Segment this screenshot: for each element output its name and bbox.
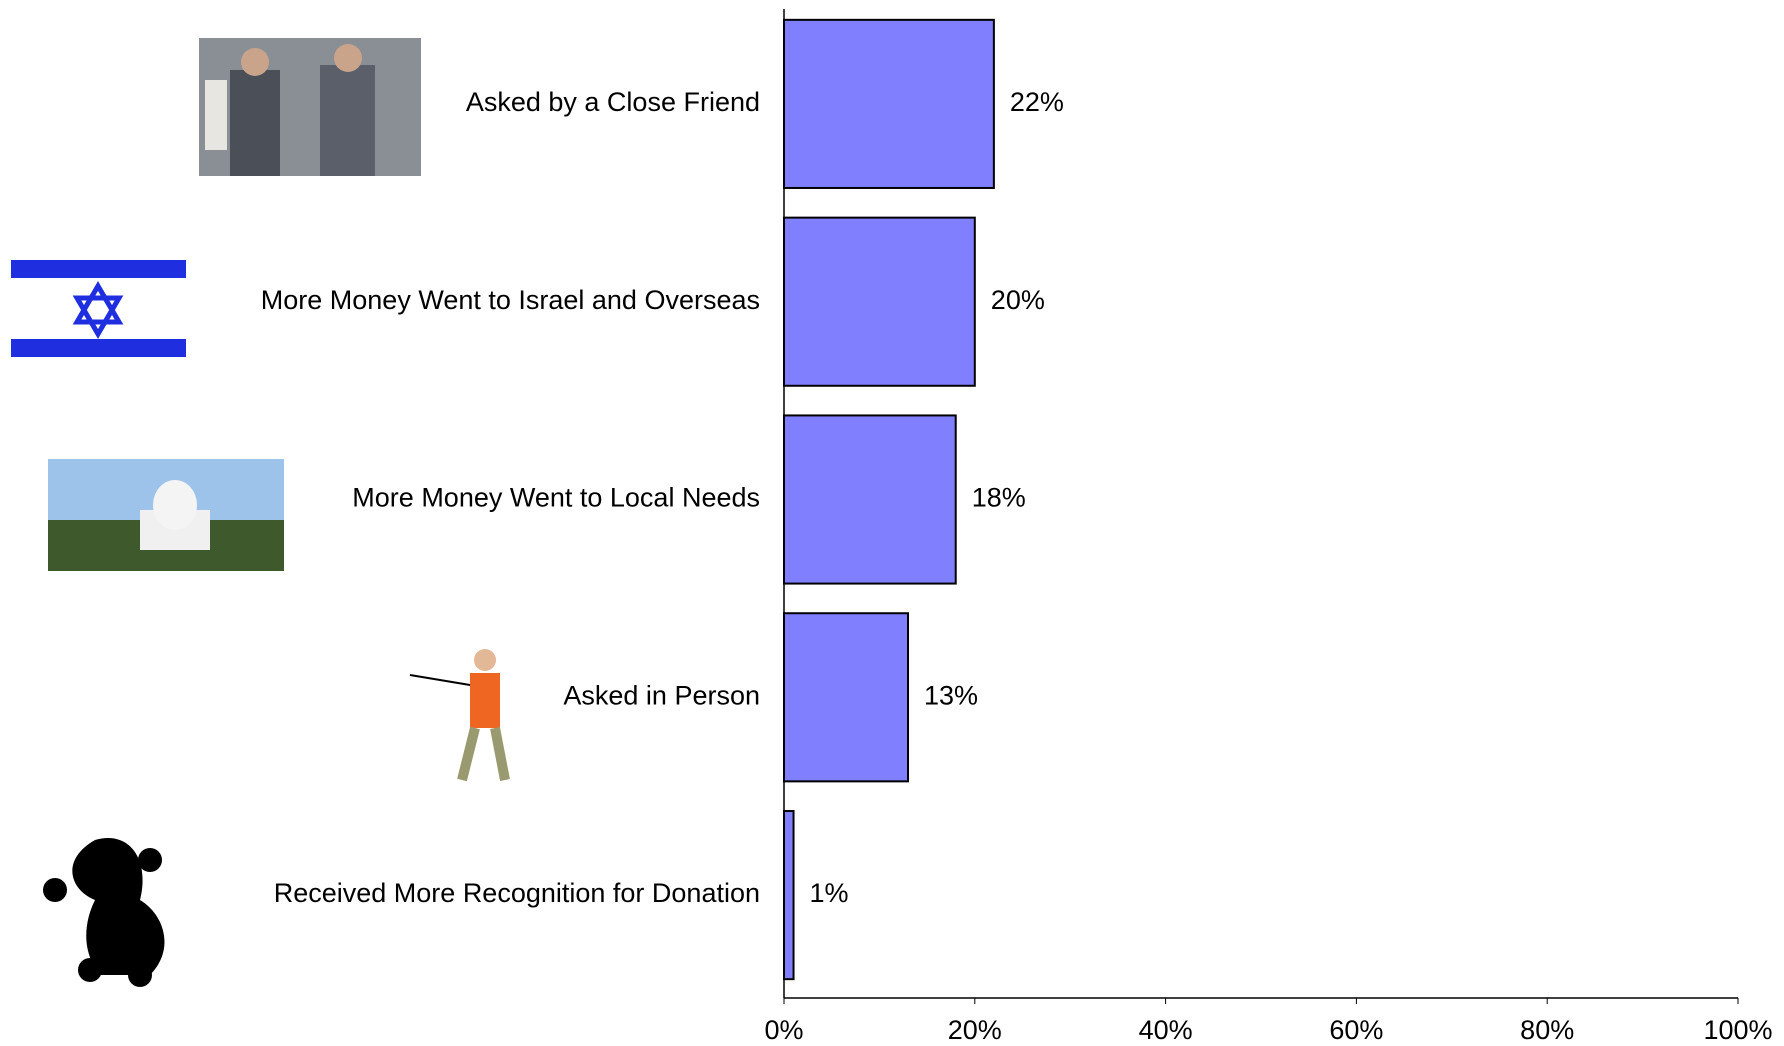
y-tick-label: More Money Went to Israel and Overseas <box>261 285 760 315</box>
y-tick-label: More Money Went to Local Needs <box>352 483 760 513</box>
value-label: 20% <box>991 285 1045 315</box>
x-tick-label: 100% <box>1703 1015 1772 1041</box>
x-tick-label: 0% <box>764 1015 803 1041</box>
x-tick-label: 60% <box>1329 1015 1383 1041</box>
icon-lion <box>43 838 165 987</box>
y-tick-label: Asked by a Close Friend <box>466 87 760 117</box>
bar <box>783 18 995 189</box>
value-label: 13% <box>924 680 978 710</box>
x-tick-label: 20% <box>948 1015 1002 1041</box>
icon-israel-flag <box>11 260 186 357</box>
x-tick-label: 40% <box>1139 1015 1193 1041</box>
y-tick-label: Received More Recognition for Donation <box>274 878 760 908</box>
value-label: 22% <box>1010 87 1064 117</box>
value-label: 18% <box>972 483 1026 513</box>
icon-conductor <box>409 649 510 782</box>
y-tick-label: Asked in Person <box>563 680 760 710</box>
bar <box>783 612 910 783</box>
bar <box>783 216 976 387</box>
icon-people-photo <box>199 38 421 176</box>
value-label: 1% <box>810 878 849 908</box>
icon-capitol-photo <box>48 459 284 571</box>
x-tick-label: 80% <box>1520 1015 1574 1041</box>
bar <box>783 414 957 585</box>
bar <box>783 810 795 981</box>
